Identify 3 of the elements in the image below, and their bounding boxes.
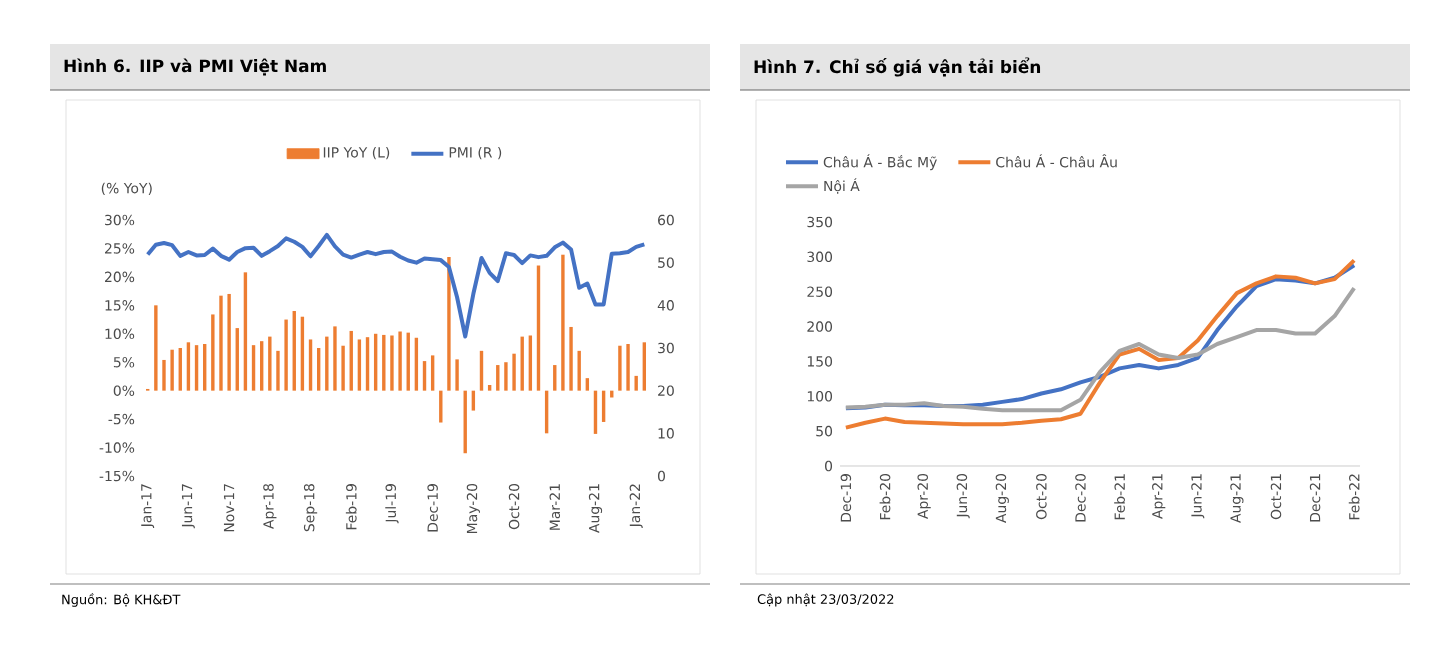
line-series bbox=[145, 232, 647, 339]
chart-title: Hình 7. Chỉ số giá vận tải biển bbox=[754, 57, 1041, 77]
chart-title: Hình 6. IIP và PMI Việt Nam bbox=[64, 58, 326, 76]
